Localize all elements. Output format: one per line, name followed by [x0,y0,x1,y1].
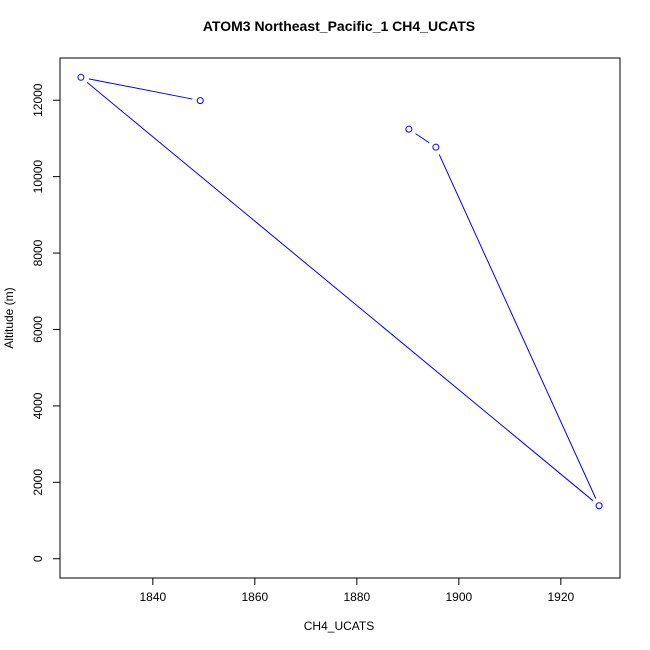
y-tick-label: 4000 [31,392,45,419]
x-tick-label: 1840 [139,590,166,604]
x-tick-label: 1920 [547,590,574,604]
line-segment [415,133,430,144]
y-tick-label: 2000 [31,469,45,496]
plot-frame [59,57,621,579]
point [432,143,440,151]
line-segment [438,154,597,499]
y-tick-label: 12000 [31,83,45,117]
y-tick-label: 8000 [31,239,45,266]
point [595,502,603,510]
point [405,125,413,133]
chart-title: ATOM3 Northeast_Pacific_1 CH4_UCATS [203,18,475,34]
point [77,73,85,81]
x-tick-label: 1880 [343,590,370,604]
y-tick-label: 6000 [31,316,45,343]
line-segment [88,78,193,100]
y-tick-label: 0 [31,555,45,562]
x-tick-label: 1900 [445,590,472,604]
line-segment [86,82,594,502]
point [196,97,204,105]
x-axis-label: CH4_UCATS [304,619,374,633]
y-axis-label: Altitude (m) [2,287,16,348]
y-tick-label: 10000 [31,160,45,194]
x-tick-label: 1860 [241,590,268,604]
